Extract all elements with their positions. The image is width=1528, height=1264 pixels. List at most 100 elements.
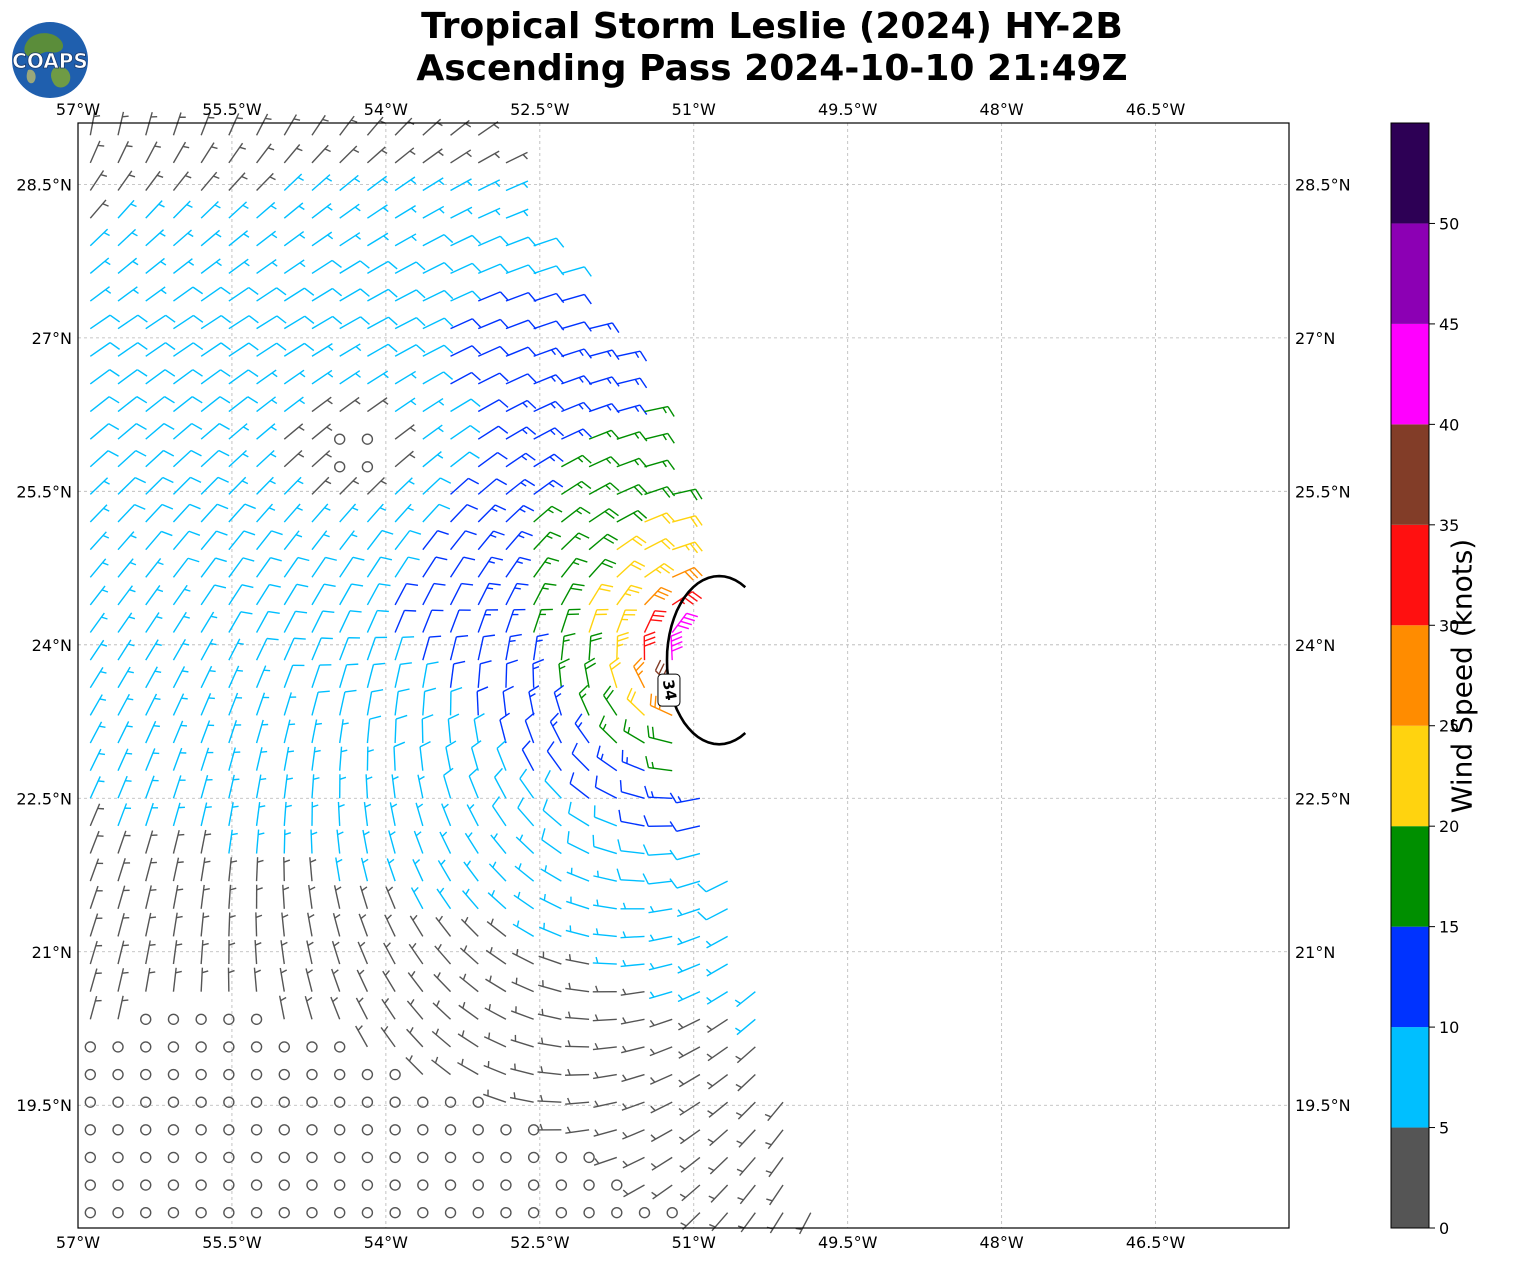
wind-barb (228, 884, 237, 909)
wind-barb (432, 1000, 452, 1020)
wind-barb-calm (389, 1068, 401, 1081)
wind-barb (172, 693, 188, 716)
wind-barb (533, 531, 562, 551)
wind-barb (592, 956, 617, 965)
wind-barb-calm (223, 1179, 235, 1191)
wind-barb (200, 857, 211, 882)
wind-barb (650, 1129, 673, 1143)
wind-barb (622, 1129, 645, 1140)
wind-barb (145, 558, 164, 578)
wind-barb-calm (167, 1068, 180, 1081)
lat-tick-labels-right: 28.5°N 27°N 25.5°N 24°N 22.5°N 21°N 19.5°N (1295, 175, 1351, 1115)
wind-barb-calm (140, 1124, 152, 1136)
wind-barb (89, 858, 104, 882)
wind-barb (89, 913, 103, 937)
wind-barb-calm (444, 1096, 457, 1108)
wind-barb (283, 231, 306, 247)
wind-barb (592, 1042, 617, 1051)
wind-barb (172, 584, 191, 606)
wind-barb (678, 1046, 701, 1059)
wind-barb (200, 396, 231, 413)
contour-line (665, 574, 747, 746)
wind-barb (514, 863, 535, 882)
wind-barb (355, 997, 369, 1020)
wind-barb (172, 912, 183, 937)
wind-barb (422, 262, 454, 275)
wind-barb (621, 1045, 645, 1054)
wind-barb (283, 664, 305, 689)
wind-barb (145, 830, 158, 854)
wind-barb (200, 369, 231, 385)
wind-barb-calm (389, 1096, 401, 1108)
wind-barb (173, 286, 204, 302)
wind-barb (622, 1184, 645, 1198)
wind-barb (678, 1101, 701, 1116)
wind-barb (707, 1156, 729, 1175)
wind-barb (200, 449, 230, 468)
wind-barb (117, 531, 137, 551)
wind-barb (145, 342, 176, 357)
wind-barb (172, 530, 201, 551)
wind-barb (422, 289, 454, 302)
wind-barb (649, 1046, 673, 1057)
wind-barb (311, 202, 333, 219)
wind-barb (200, 884, 210, 909)
wind-barb (450, 503, 479, 523)
wind-barb (359, 885, 369, 909)
wind-barb (256, 287, 287, 302)
wind-barb (450, 178, 473, 192)
wind-barb (117, 449, 147, 468)
wind-barb (356, 969, 369, 992)
wind-barb (616, 350, 648, 362)
wind-barb (367, 260, 398, 275)
logo-text: COAPS (12, 49, 88, 73)
wind-barb-calm (333, 461, 346, 473)
wind-barb (339, 610, 362, 633)
wind-barb (651, 1184, 673, 1200)
wind-barb (406, 998, 424, 1020)
wind-barb (283, 801, 292, 826)
wind-barb (450, 425, 481, 440)
wind-barb (394, 450, 416, 468)
wind-barb (450, 262, 482, 275)
wind-barb (394, 477, 415, 495)
wind-barb (304, 996, 313, 1020)
wind-barb (616, 377, 648, 389)
wind-barb-calm (223, 1124, 235, 1136)
wind-barb-calm (167, 1124, 180, 1136)
wind-barb (422, 371, 454, 385)
wind-barb-calm (195, 1013, 207, 1025)
wind-barb (450, 318, 482, 330)
wind-barb (464, 832, 479, 854)
wind-barb (422, 477, 452, 495)
colorbar-bin (1391, 323, 1429, 425)
wind-barb (89, 667, 107, 689)
wind-barb (357, 941, 369, 965)
wind-barb (228, 611, 253, 633)
wind-barb (505, 633, 522, 661)
wind-barb (394, 289, 426, 302)
wind-barbs (84, 111, 812, 1235)
wind-barb (621, 749, 645, 772)
wind-barb (366, 583, 391, 606)
wind-barb (622, 1156, 645, 1169)
wind-barb (89, 531, 110, 551)
wind-barb (89, 721, 106, 744)
wind-barb (255, 583, 281, 606)
wind-barb (588, 632, 603, 661)
wind-barb (145, 141, 161, 164)
wind-barb-calm (84, 1096, 97, 1108)
wind-barb-calm (250, 1206, 263, 1219)
wind-barb (394, 662, 412, 688)
wind-barb (616, 560, 646, 578)
wind-barb (200, 720, 215, 744)
wind-barb (546, 741, 562, 772)
wind-barb (616, 404, 648, 415)
wind-barb (449, 634, 469, 661)
wind-barb (394, 205, 417, 219)
wind-barb (283, 719, 296, 744)
colorbar-tick-label: 10 (1439, 1018, 1459, 1037)
wind-barb (618, 809, 645, 827)
wind-barb (643, 610, 667, 633)
wind-barb (560, 608, 581, 633)
